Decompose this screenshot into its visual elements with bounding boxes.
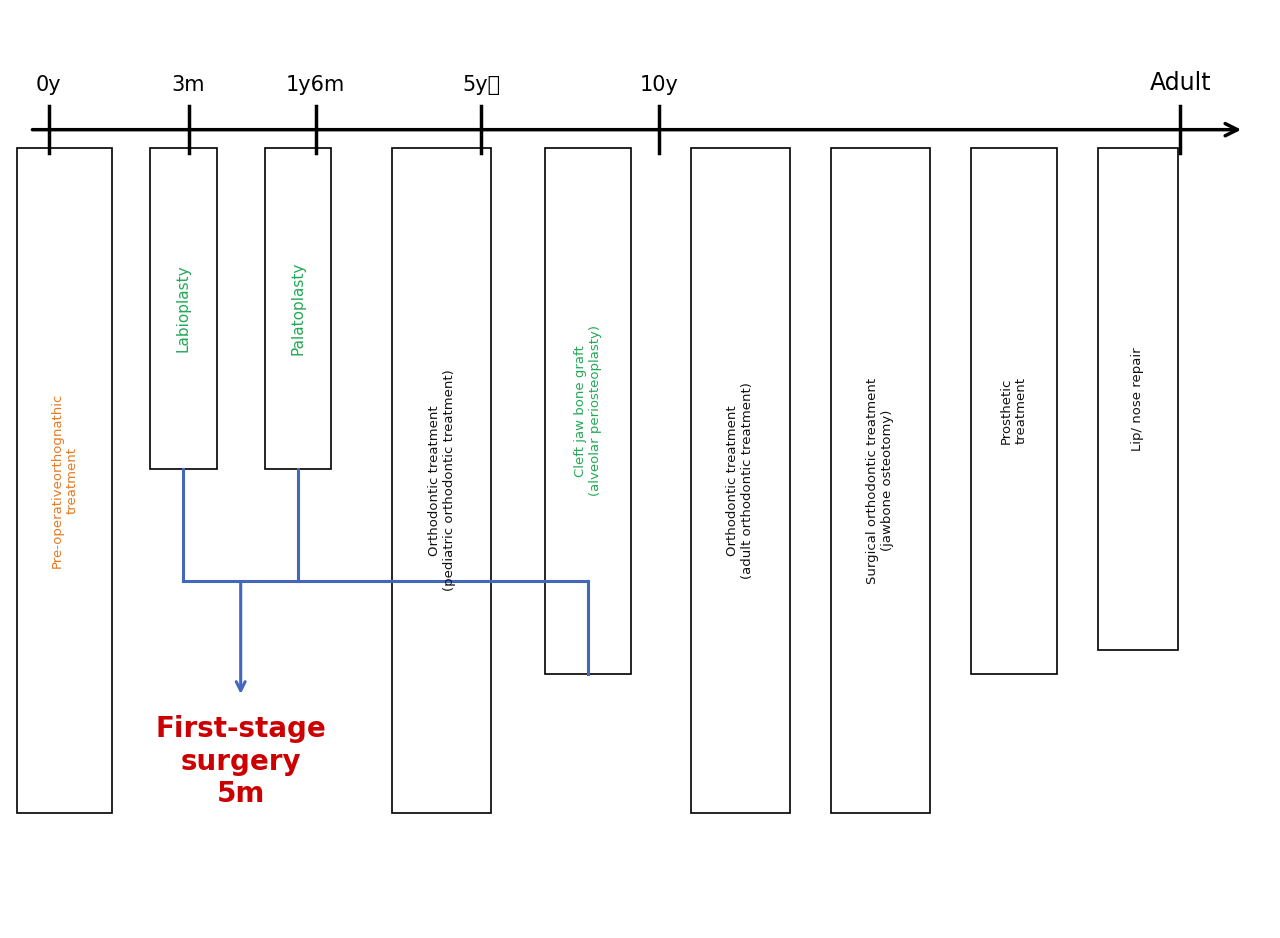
FancyBboxPatch shape: [392, 148, 492, 813]
FancyBboxPatch shape: [151, 148, 216, 469]
FancyBboxPatch shape: [691, 148, 790, 813]
Text: Adult: Adult: [1149, 71, 1211, 96]
Text: Prosthetic
treatment: Prosthetic treatment: [1000, 377, 1028, 445]
Text: Pre-operativeorthognathic
treatment: Pre-operativeorthognathic treatment: [51, 393, 78, 568]
Text: Cleft jaw bone graft
(alveolar periosteoplasty): Cleft jaw bone graft (alveolar periosteo…: [573, 325, 602, 496]
Text: Palatoplasty: Palatoplasty: [291, 262, 306, 356]
FancyBboxPatch shape: [831, 148, 931, 813]
FancyBboxPatch shape: [17, 148, 113, 813]
Text: First-stage
surgery
5m: First-stage surgery 5m: [155, 716, 326, 809]
Text: Lip/ nose repair: Lip/ nose repair: [1132, 347, 1144, 451]
Text: 10y: 10y: [640, 75, 678, 96]
Text: 3m: 3m: [172, 75, 205, 96]
Text: 1y6m: 1y6m: [287, 75, 346, 96]
Text: Orthodontic treatment
(adult orthodontic treatment): Orthodontic treatment (adult orthodontic…: [727, 382, 754, 579]
Text: Labioplasty: Labioplasty: [175, 265, 191, 353]
FancyBboxPatch shape: [265, 148, 332, 469]
Text: 5y～: 5y～: [462, 75, 500, 96]
FancyBboxPatch shape: [1098, 148, 1178, 650]
Text: Orthodontic treatment
(pediatric orthodontic treatment): Orthodontic treatment (pediatric orthodo…: [428, 370, 456, 592]
Text: 0y: 0y: [36, 75, 61, 96]
Text: Surgical orthodontic treatment
(jawbone osteotomy): Surgical orthodontic treatment (jawbone …: [867, 378, 895, 583]
FancyBboxPatch shape: [544, 148, 631, 673]
FancyBboxPatch shape: [970, 148, 1057, 673]
